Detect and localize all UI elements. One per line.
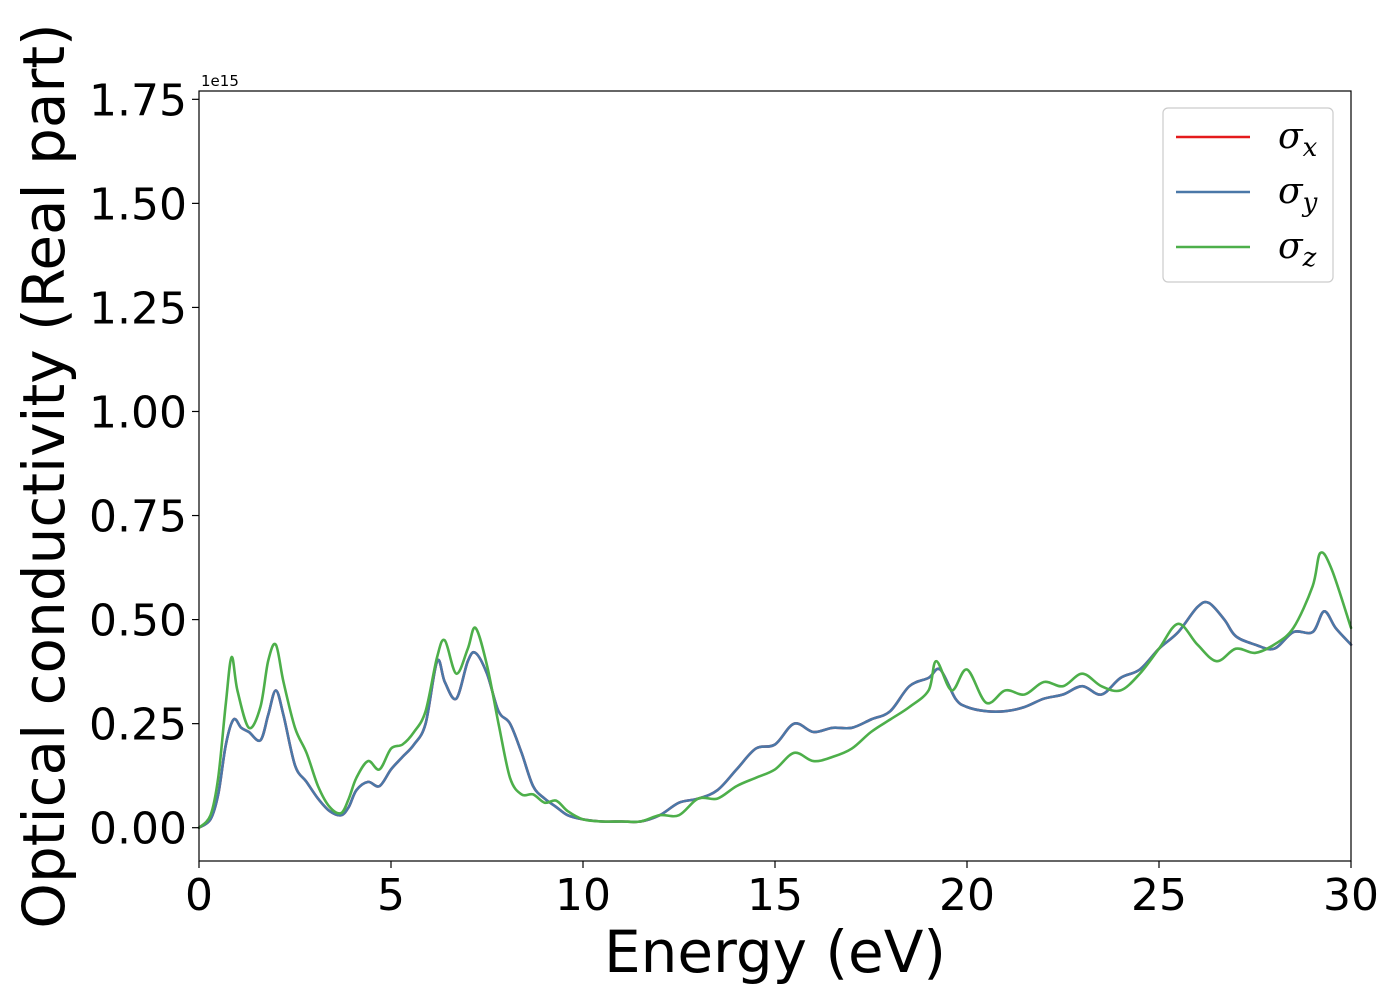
- y-tick-label: 1.50: [89, 179, 187, 230]
- x-tick-label: 25: [1131, 870, 1187, 921]
- x-axis-ticks: 0 5 10 15 20 25 30: [185, 861, 1379, 921]
- y-tick-label: 1.75: [89, 75, 187, 126]
- y-offset-text: 1e15: [201, 72, 239, 90]
- y-tick-label: 0.00: [89, 804, 187, 855]
- legend-label-y: σy: [1278, 171, 1318, 218]
- y-tick-label: 1.00: [89, 387, 187, 438]
- y-tick-label: 0.25: [89, 700, 187, 751]
- plot-area: [199, 91, 1351, 861]
- x-tick-label: 0: [185, 870, 213, 921]
- x-tick-label: 30: [1323, 870, 1379, 921]
- legend-frame: [1162, 107, 1334, 283]
- y-axis-ticks: 0.00 0.25 0.50 0.75 1.00 1.25 1.50 1.75: [89, 75, 199, 855]
- y-tick-label: 0.50: [89, 596, 187, 647]
- series-layer: [197, 551, 1353, 829]
- x-tick-label: 20: [939, 870, 995, 921]
- x-tick-label: 15: [747, 870, 803, 921]
- x-axis-title: Energy (eV): [604, 918, 946, 986]
- y-tick-label: 0.75: [89, 492, 187, 543]
- y-tick-label: 1.25: [89, 283, 187, 334]
- x-tick-label: 5: [377, 870, 405, 921]
- series-line-z: [197, 551, 1353, 829]
- x-tick-label: 10: [555, 870, 611, 921]
- y-axis-title: Optical conductivity (Real part): [10, 23, 78, 928]
